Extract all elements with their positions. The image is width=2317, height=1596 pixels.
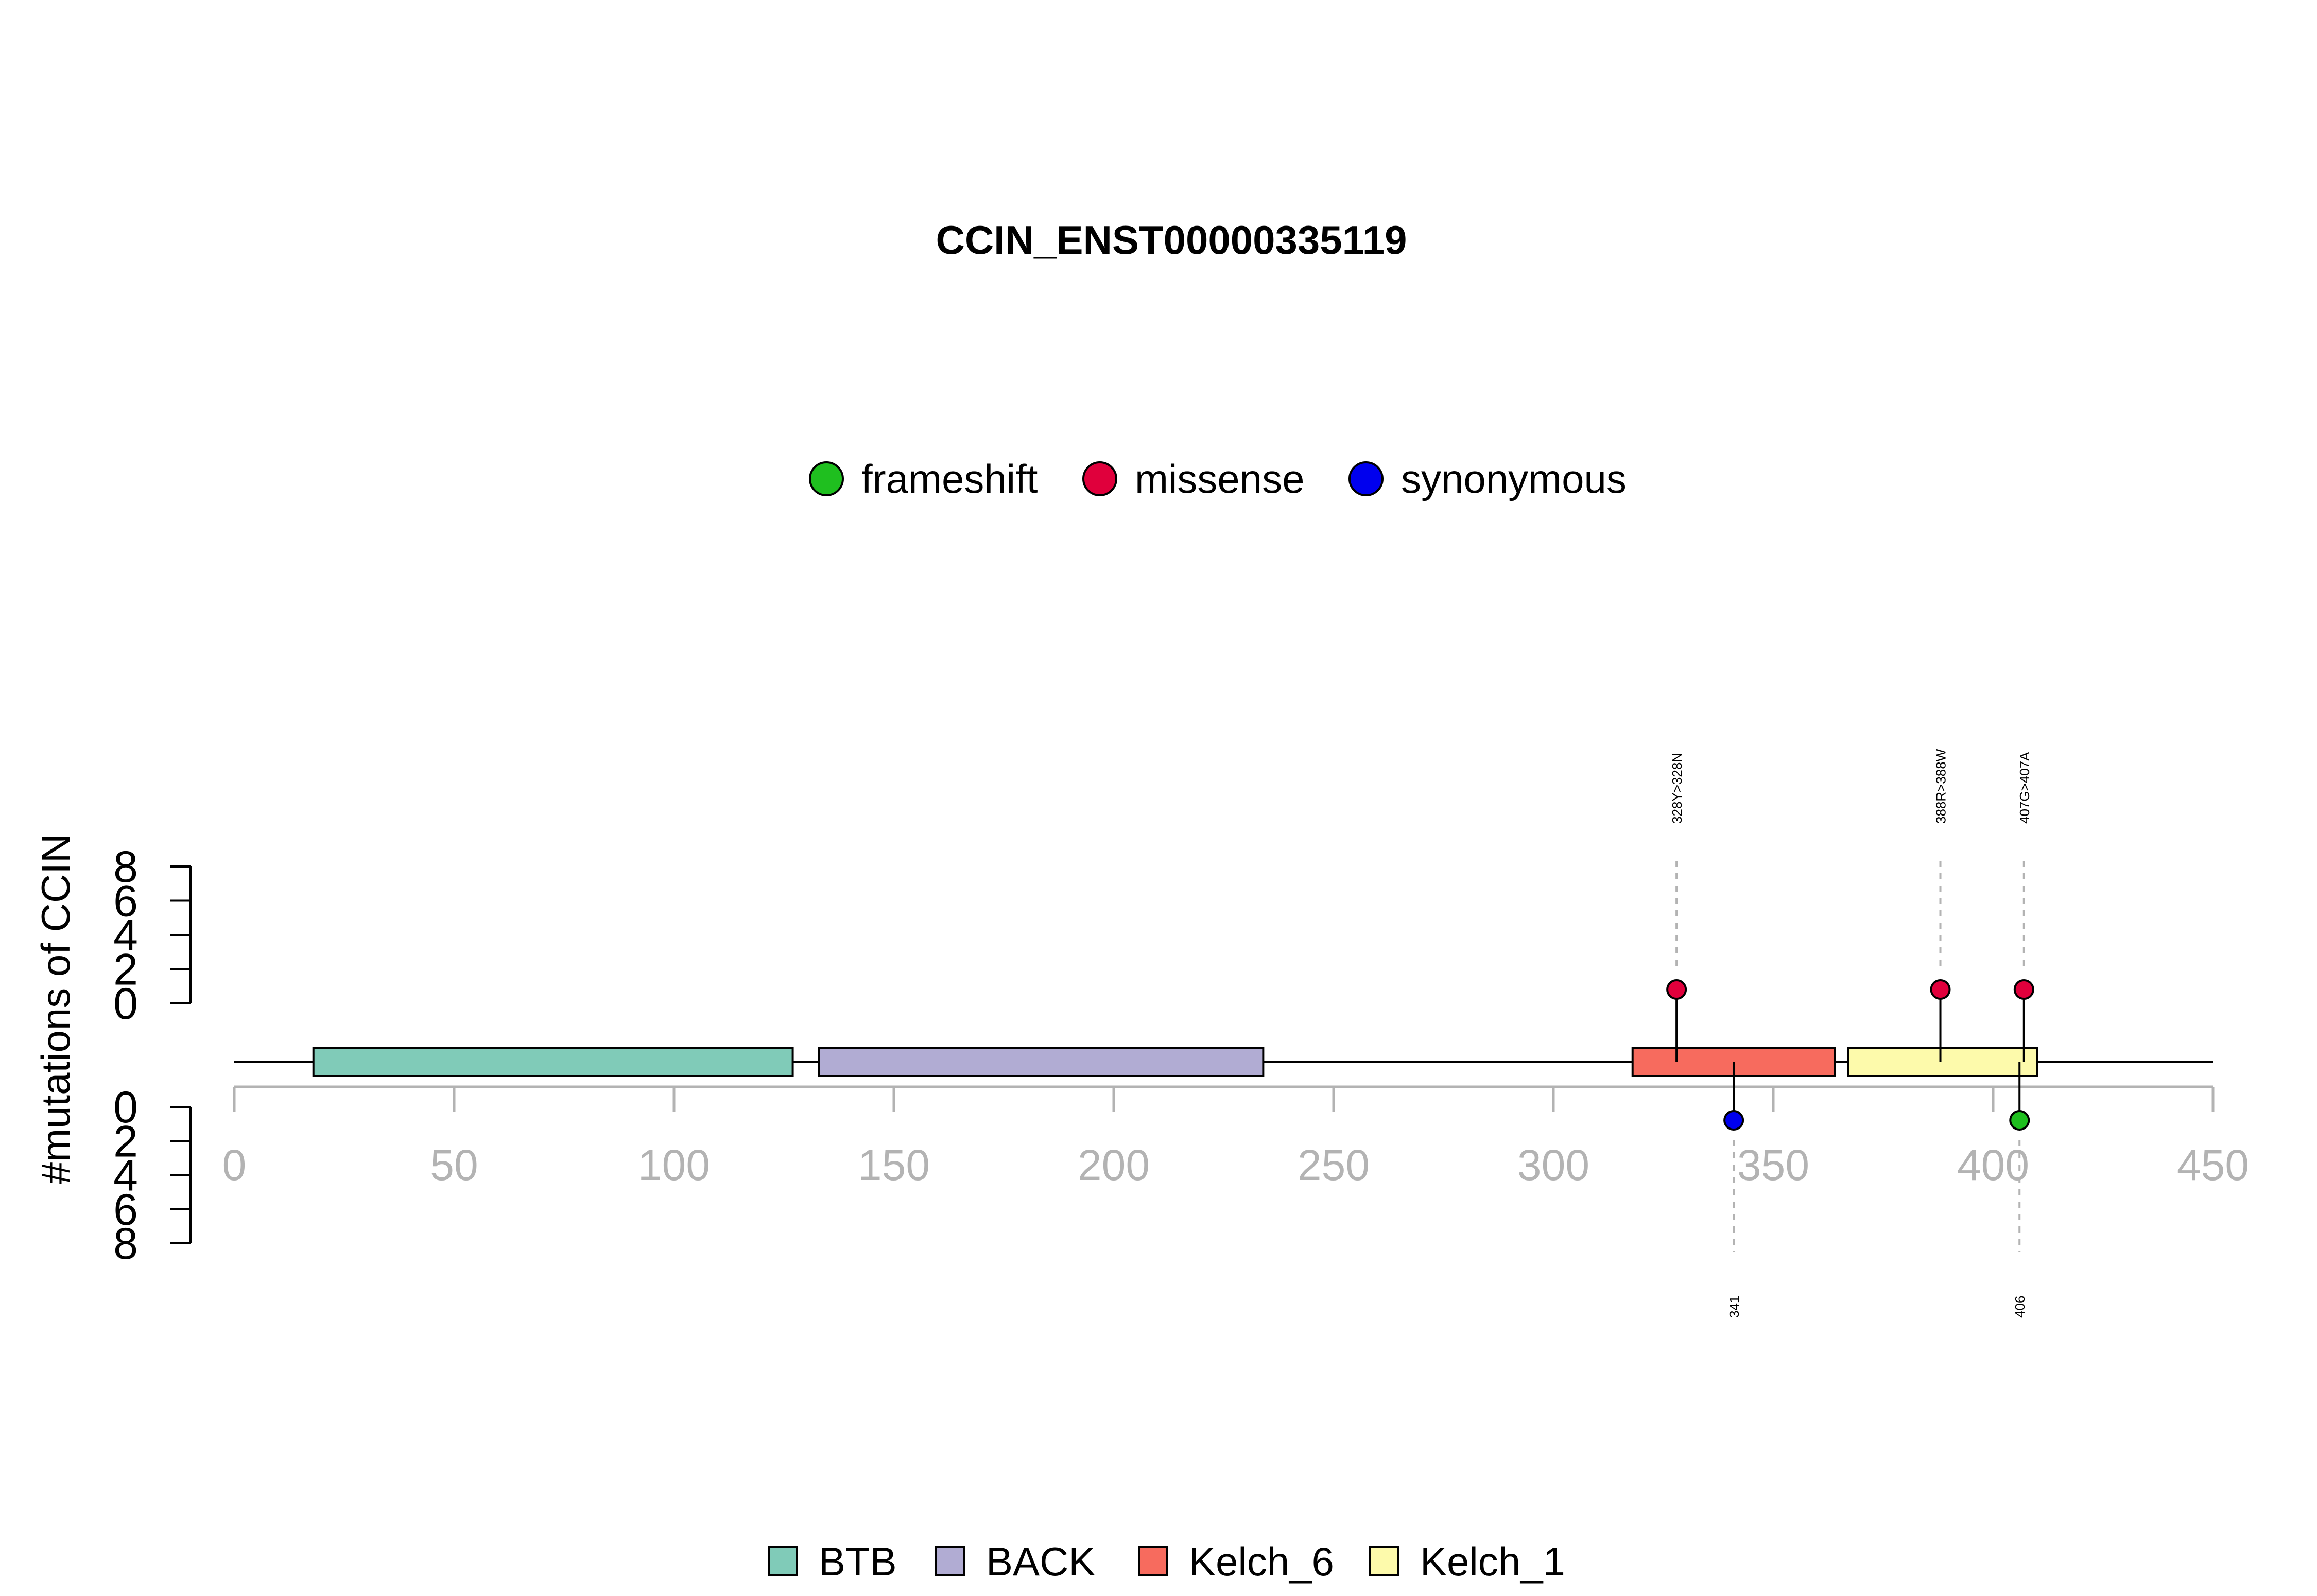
domain-legend-label-back: BACK	[986, 1539, 1095, 1584]
mutation-label: 341	[1726, 1296, 1742, 1318]
y-bottom-tick-label: 2	[113, 1117, 138, 1166]
x-tick-label: 100	[638, 1141, 710, 1189]
x-tick-label: 150	[858, 1141, 930, 1189]
y-top-tick-label: 0	[113, 979, 138, 1029]
domain-legend-swatch-back	[935, 1546, 965, 1576]
protein-domains	[312, 1047, 2038, 1077]
mutation-lollipops: 328Y>328N 388R>388W 407G>407A 341 406	[1666, 749, 2034, 1318]
mutation-label: 406	[2012, 1296, 2028, 1318]
x-tick-label: 200	[1078, 1141, 1150, 1189]
mutation-label: 328Y>328N	[1669, 753, 1685, 824]
y-bottom-tick-label: 8	[113, 1219, 138, 1269]
domain-legend-label-btb: BTB	[819, 1539, 897, 1584]
x-tick-label: 450	[2177, 1141, 2249, 1189]
y-bottom-tick-label: 0	[113, 1083, 138, 1132]
x-tick-label: 250	[1298, 1141, 1370, 1189]
mutation-point-missense	[1666, 979, 1687, 1000]
y-bottom-tick-label: 4	[113, 1151, 138, 1201]
x-tick-label: 400	[1957, 1141, 2029, 1189]
legend-marker-synonymous	[1348, 461, 1384, 496]
domain-btb	[312, 1047, 794, 1077]
domain-legend-label-kelch-1: Kelch_1	[1420, 1539, 1565, 1584]
x-tick-label: 50	[430, 1141, 478, 1189]
domain-kelch-1	[1847, 1047, 2038, 1077]
legend-label-synonymous: synonymous	[1401, 456, 1627, 501]
domain-legend-swatch-btb	[768, 1546, 798, 1576]
x-axis: 0 50 100 150 200 250 300 350 400 450	[222, 1085, 2249, 1189]
mutation-label: 407G>407A	[2017, 752, 2032, 824]
legend-marker-missense	[1082, 461, 1117, 496]
domain-legend-swatch-kelch-1	[1369, 1546, 1399, 1576]
mutation-label: 388R>388W	[1933, 749, 1949, 824]
y-bottom-tick-label: 6	[113, 1185, 138, 1235]
legend-label-missense: missense	[1135, 456, 1304, 501]
mutation-point-frameshift	[2009, 1110, 2030, 1131]
y-top-tick-label: 6	[113, 877, 138, 926]
mutation-point-missense	[2013, 979, 2034, 1000]
y-axis-label: #mutations of CCIN	[33, 834, 78, 1185]
y-top-tick-label: 4	[113, 911, 138, 960]
mutation-legend: frameshift missense synonymous	[809, 456, 1627, 501]
y-top-tick-label: 8	[113, 842, 138, 892]
legend-label-frameshift: frameshift	[861, 456, 1038, 501]
legend-marker-frameshift	[809, 461, 844, 496]
x-tick-label: 350	[1737, 1141, 1809, 1189]
y-top-tick-label: 2	[113, 945, 138, 995]
mutation-point-synonymous	[1723, 1110, 1744, 1131]
x-tick-label: 0	[222, 1141, 247, 1189]
domain-back	[818, 1047, 1265, 1077]
domain-legend: BTB BACK Kelch_6 Kelch_1	[768, 1539, 1565, 1584]
chart-title: CCIN_ENST00000335119	[936, 217, 1407, 263]
x-tick-label: 300	[1517, 1141, 1589, 1189]
mutation-point-missense	[1930, 979, 1951, 1000]
domain-legend-label-kelch-6: Kelch_6	[1189, 1539, 1334, 1584]
domain-legend-swatch-kelch-6	[1138, 1546, 1168, 1576]
